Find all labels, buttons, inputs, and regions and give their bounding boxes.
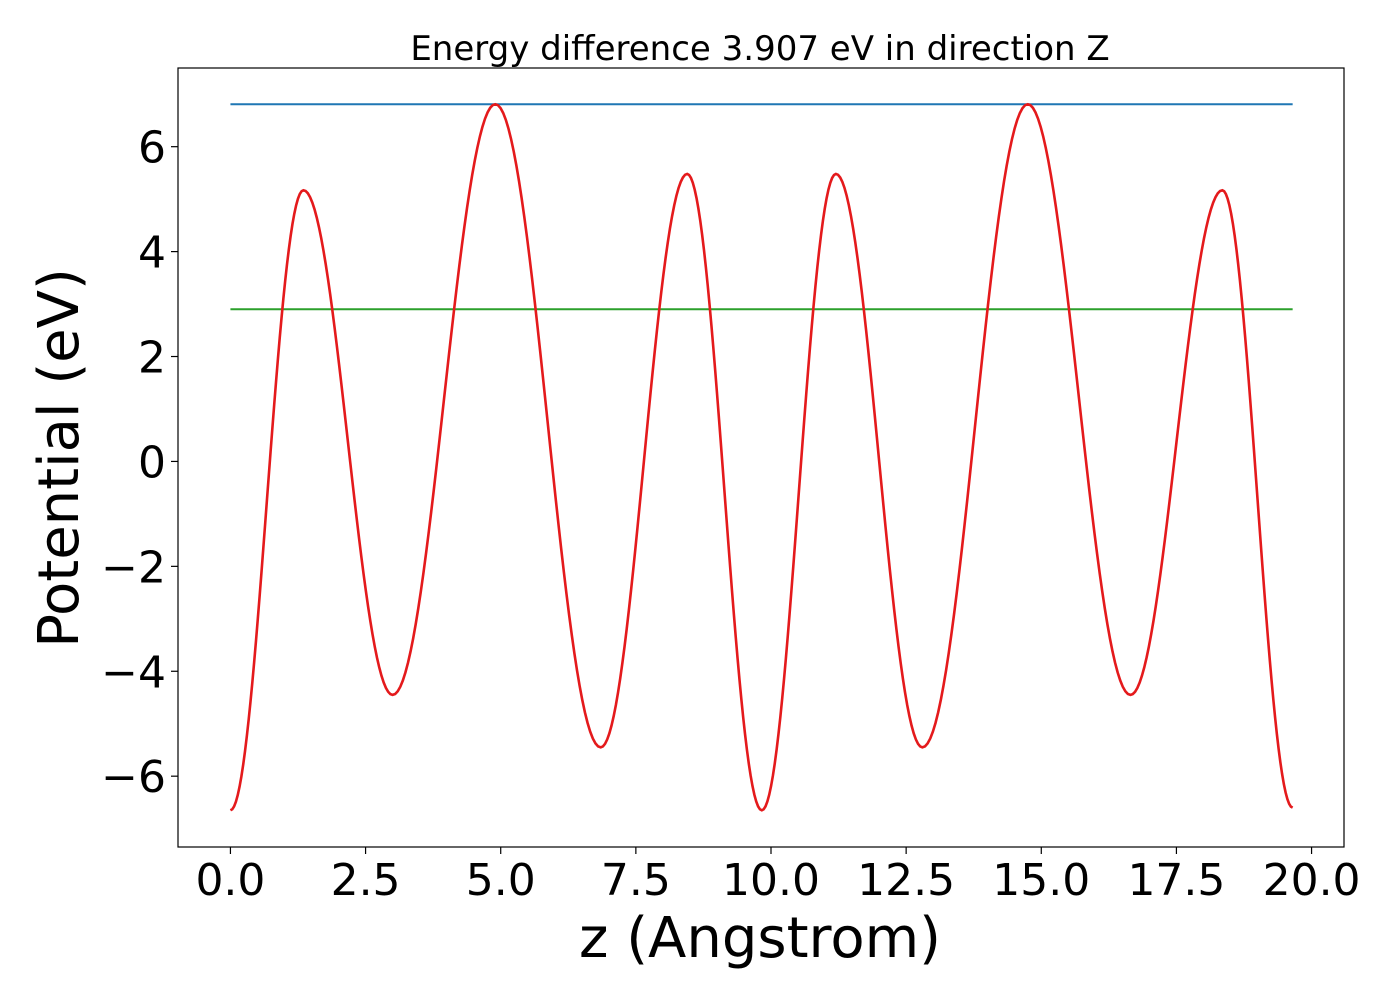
x-axis-ticks: 0.0 2.5 5.0 7.5 10.0 12.5 15.0 17.5 20.0 [195,847,1361,906]
chart-title: Energy difference 3.907 eV in direction … [410,29,1109,69]
x-tick-label: 10.0 [722,855,820,906]
x-tick-label: 20.0 [1263,855,1361,906]
x-tick-label: 12.5 [857,855,955,906]
y-axis-label: Potential (eV) [27,268,92,648]
x-axis-label: z (Angstrom) [579,906,941,971]
y-tick-label: −6 [101,752,166,803]
plot-area [177,67,1345,848]
y-tick-label: −4 [101,647,166,698]
x-tick-label: 17.5 [1127,855,1225,906]
x-tick-label: 0.0 [195,855,265,906]
y-axis-ticks: −6 −4 −2 0 2 4 6 [101,123,178,803]
x-tick-label: 2.5 [331,855,401,906]
y-tick-label: 4 [138,228,166,279]
y-tick-label: 2 [138,333,166,384]
y-tick-label: 6 [138,123,166,174]
series-line-2 [229,102,1294,812]
x-tick-label: 15.0 [992,855,1090,906]
x-tick-label: 5.0 [466,855,536,906]
y-tick-label: 0 [138,437,166,488]
series-layer [229,102,1294,812]
y-tick-label: −2 [101,542,166,593]
x-tick-label: 7.5 [601,855,671,906]
